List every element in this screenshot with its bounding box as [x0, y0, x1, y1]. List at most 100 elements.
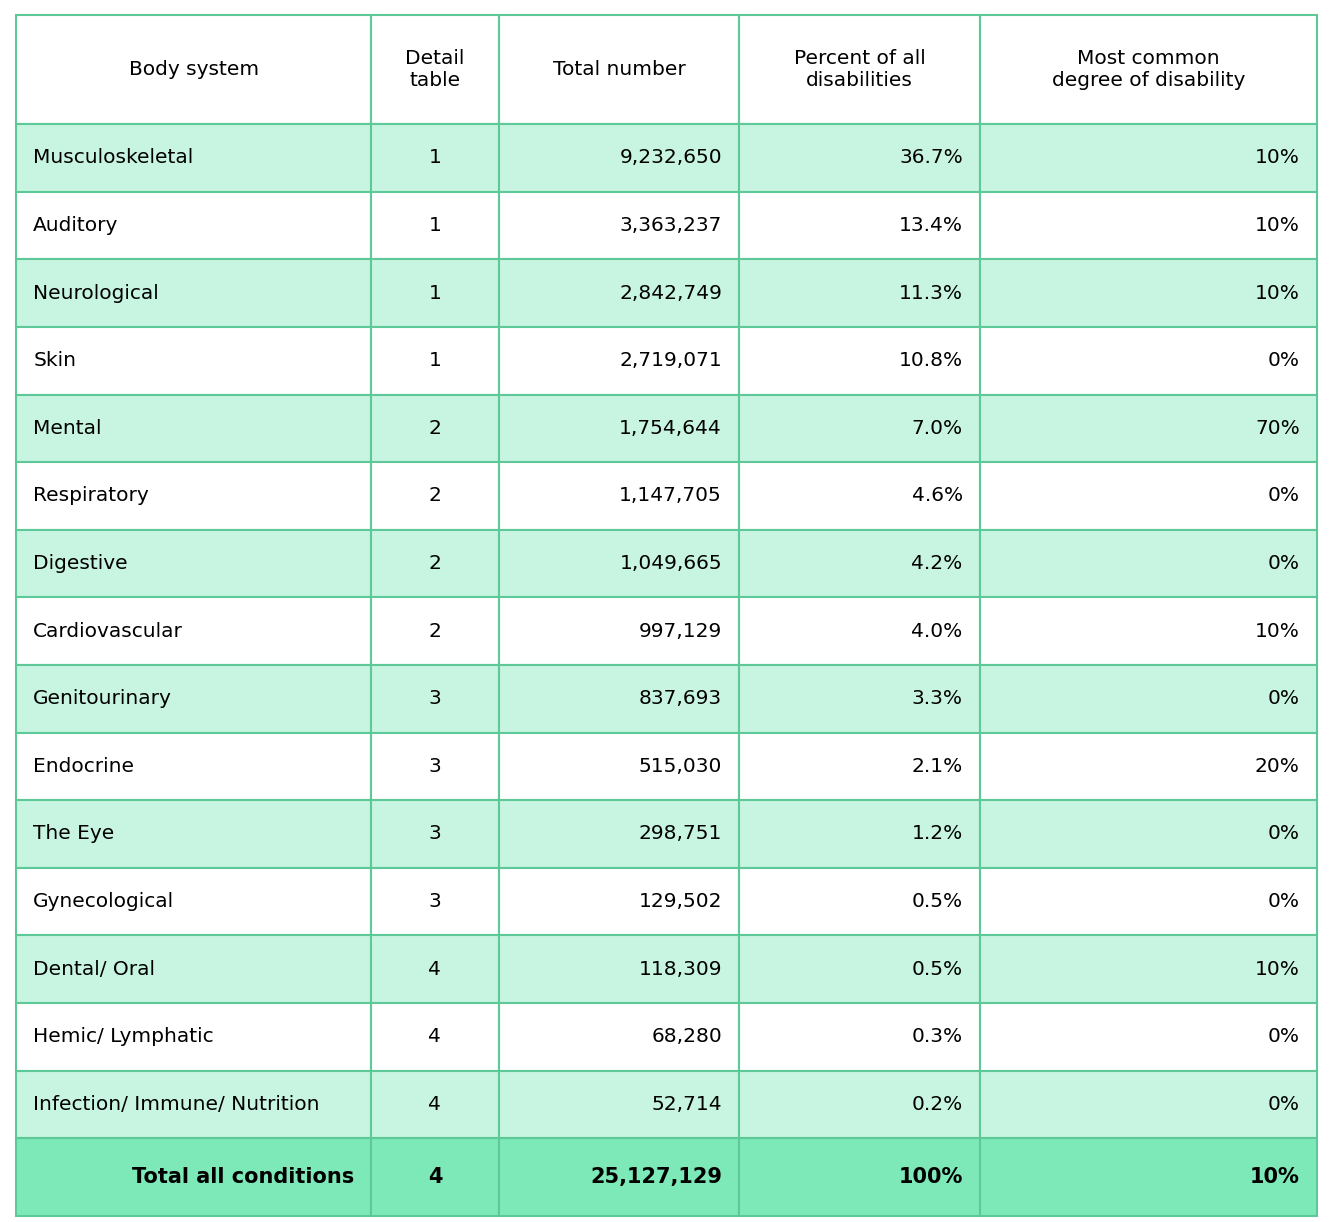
Bar — [16, 935, 371, 1003]
Bar — [980, 192, 1317, 259]
Bar — [499, 1138, 740, 1216]
Text: 4.6%: 4.6% — [912, 486, 962, 506]
Text: 2: 2 — [428, 486, 441, 506]
Text: 100%: 100% — [898, 1167, 962, 1187]
Text: 0.5%: 0.5% — [912, 892, 962, 912]
Text: 1: 1 — [428, 351, 441, 370]
Bar — [980, 598, 1317, 665]
Text: 1: 1 — [428, 148, 441, 167]
Text: 10%: 10% — [1254, 959, 1300, 979]
Text: 10.8%: 10.8% — [898, 351, 962, 370]
Text: Detail
table: Detail table — [405, 49, 465, 90]
Text: 1,147,705: 1,147,705 — [620, 486, 722, 506]
Text: 4: 4 — [428, 1028, 441, 1046]
Text: 0%: 0% — [1268, 351, 1300, 370]
Bar — [16, 598, 371, 665]
Bar — [371, 732, 499, 800]
Bar — [499, 598, 740, 665]
Bar — [980, 732, 1317, 800]
Bar — [980, 665, 1317, 732]
Bar — [740, 15, 980, 125]
Text: 4: 4 — [428, 1167, 443, 1187]
Text: 837,693: 837,693 — [639, 689, 722, 709]
Bar — [499, 15, 740, 125]
Text: 1: 1 — [428, 284, 441, 303]
Bar — [371, 259, 499, 327]
Bar — [371, 327, 499, 395]
Text: 10%: 10% — [1254, 216, 1300, 235]
Bar — [16, 800, 371, 868]
Text: 1: 1 — [428, 216, 441, 235]
Text: 3: 3 — [428, 689, 441, 709]
Text: 1,049,665: 1,049,665 — [620, 554, 722, 573]
Text: 4: 4 — [428, 1095, 441, 1113]
Bar — [371, 1070, 499, 1138]
Text: 10%: 10% — [1254, 622, 1300, 640]
Text: 0%: 0% — [1268, 825, 1300, 843]
Bar — [16, 1138, 371, 1216]
Text: 2: 2 — [428, 419, 441, 437]
Bar — [980, 1138, 1317, 1216]
Bar — [980, 259, 1317, 327]
Text: Most common
degree of disability: Most common degree of disability — [1052, 49, 1245, 90]
Bar — [16, 125, 371, 192]
Bar — [980, 327, 1317, 395]
Bar — [499, 1070, 740, 1138]
Text: Genitourinary: Genitourinary — [33, 689, 172, 709]
Bar — [980, 868, 1317, 935]
Text: 0.5%: 0.5% — [912, 959, 962, 979]
Text: 0%: 0% — [1268, 486, 1300, 506]
Text: 10%: 10% — [1250, 1167, 1300, 1187]
Bar — [16, 665, 371, 732]
Bar — [499, 259, 740, 327]
Bar — [16, 15, 371, 125]
Text: Percent of all
disabilities: Percent of all disabilities — [794, 49, 925, 90]
Text: 13.4%: 13.4% — [898, 216, 962, 235]
Bar — [371, 125, 499, 192]
Text: Gynecological: Gynecological — [33, 892, 175, 912]
Bar — [16, 395, 371, 462]
Text: The Eye: The Eye — [33, 825, 115, 843]
Text: 515,030: 515,030 — [639, 756, 722, 776]
Bar — [980, 395, 1317, 462]
Text: 1.2%: 1.2% — [912, 825, 962, 843]
Text: 2,842,749: 2,842,749 — [619, 284, 722, 303]
Text: 10%: 10% — [1254, 148, 1300, 167]
Bar — [740, 598, 980, 665]
Text: Total all conditions: Total all conditions — [132, 1167, 353, 1187]
Bar — [16, 1003, 371, 1070]
Bar — [980, 1070, 1317, 1138]
Text: 2: 2 — [428, 554, 441, 573]
Bar — [371, 665, 499, 732]
Bar — [16, 192, 371, 259]
Bar — [740, 327, 980, 395]
Text: 11.3%: 11.3% — [898, 284, 962, 303]
Text: Cardiovascular: Cardiovascular — [33, 622, 183, 640]
Text: Skin: Skin — [33, 351, 76, 370]
Bar — [740, 259, 980, 327]
Bar — [499, 868, 740, 935]
Text: 1,754,644: 1,754,644 — [620, 419, 722, 437]
Bar — [371, 935, 499, 1003]
Text: 20%: 20% — [1254, 756, 1300, 776]
Text: 52,714: 52,714 — [652, 1095, 722, 1113]
Bar — [740, 462, 980, 530]
Text: Hemic/ Lymphatic: Hemic/ Lymphatic — [33, 1028, 215, 1046]
Bar — [371, 1003, 499, 1070]
Bar — [980, 15, 1317, 125]
Bar — [740, 192, 980, 259]
Bar — [499, 327, 740, 395]
Bar — [740, 125, 980, 192]
Bar — [740, 1070, 980, 1138]
Bar — [16, 868, 371, 935]
Bar — [16, 530, 371, 598]
Bar — [740, 1003, 980, 1070]
Bar — [371, 395, 499, 462]
Bar — [980, 935, 1317, 1003]
Text: 3: 3 — [428, 892, 441, 912]
Text: Musculoskeletal: Musculoskeletal — [33, 148, 193, 167]
Text: Dental/ Oral: Dental/ Oral — [33, 959, 156, 979]
Text: 68,280: 68,280 — [652, 1028, 722, 1046]
Text: 36.7%: 36.7% — [898, 148, 962, 167]
Bar — [16, 462, 371, 530]
